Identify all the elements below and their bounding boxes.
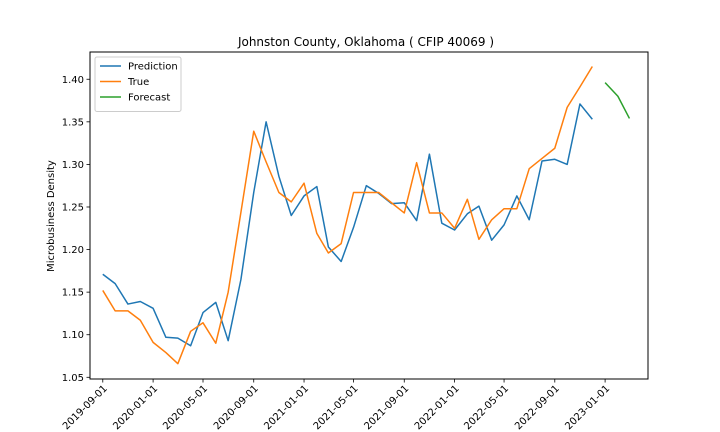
y-tick-label: 1.40 [62, 75, 84, 86]
x-tick-label: 2020-05-01 [161, 383, 210, 432]
y-axis: 1.05 1.10 1.15 1.20 1.25 1.30 1.35 1.40 [62, 75, 90, 384]
legend: Prediction True Forecast [94, 56, 182, 112]
x-axis: 2019-09-01 2020-01-01 2020-05-01 2020-09-01… [61, 379, 612, 432]
x-tick-label: 2022-01-01 [413, 383, 462, 432]
x-tick-label: 2022-09-01 [513, 383, 562, 432]
x-tick-label: 2019-09-01 [61, 383, 110, 432]
y-tick-label: 1.15 [62, 288, 84, 299]
series-layer [102, 66, 631, 365]
x-tick-label: 2021-09-01 [363, 383, 412, 432]
legend-label-0: Prediction [128, 62, 178, 73]
y-tick-label: 1.10 [62, 330, 84, 341]
x-tick-label: 2021-05-01 [312, 383, 361, 432]
chart-title: Johnston County, Oklahoma ( CFIP 40069 ) [237, 35, 494, 49]
x-tick-label: 2020-01-01 [111, 383, 160, 432]
y-tick-label: 1.30 [62, 160, 84, 171]
plot-area [89, 51, 649, 380]
series-line-1 [102, 66, 593, 365]
x-tick-label: 2022-05-01 [462, 383, 511, 432]
series-line-2 [604, 82, 631, 119]
y-tick-label: 1.20 [62, 245, 84, 256]
x-tick-label: 2020-09-01 [212, 383, 261, 432]
y-axis-label: Microbusiness Density [46, 160, 57, 272]
legend-label-1: True [127, 77, 149, 88]
y-tick-label: 1.05 [62, 373, 84, 384]
series-line-0 [102, 103, 593, 347]
x-tick-label: 2021-01-01 [262, 383, 311, 432]
x-tick-label: 2023-01-01 [563, 383, 612, 432]
legend-box [94, 56, 182, 112]
y-tick-label: 1.25 [62, 202, 84, 213]
y-tick-label: 1.35 [62, 117, 84, 128]
legend-label-2: Forecast [128, 93, 170, 104]
